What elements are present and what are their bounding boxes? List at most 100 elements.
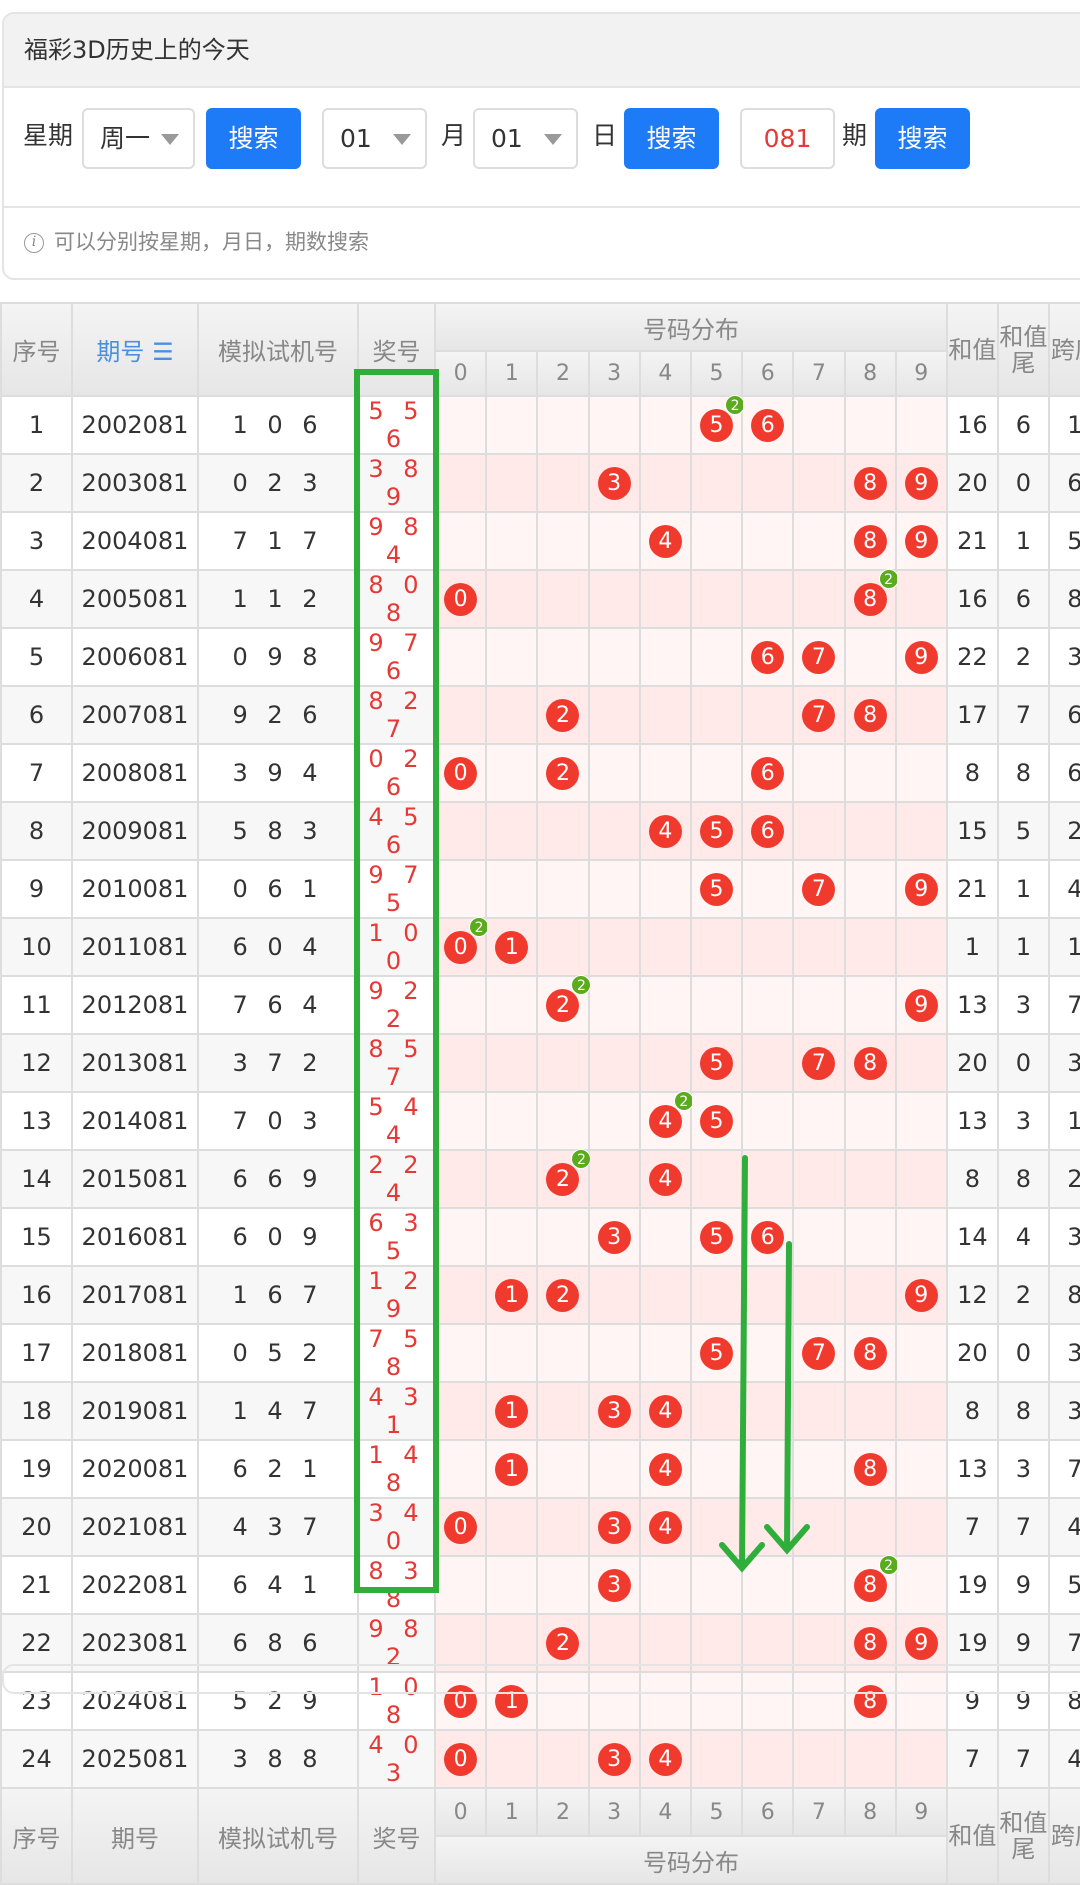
dist-cell-3 (587, 1149, 641, 1209)
dist-cell-6 (741, 511, 795, 571)
dist-cell-1: 1 (485, 1265, 539, 1325)
number-ball: 7 (802, 640, 836, 674)
span-cell: 4 (1047, 859, 1080, 919)
dist-cell-0 (433, 975, 488, 1035)
issue-cell: 2011081 (71, 917, 199, 977)
prize-cell: 8 2 7 (357, 685, 436, 745)
month-select[interactable]: 01 (322, 108, 427, 169)
header-issue-sort[interactable]: 期号 ☰ (71, 302, 199, 397)
dist-cell-6: 6 (741, 627, 795, 687)
sum-tail-cell: 9 (996, 1555, 1050, 1615)
panel-title: 福彩3D历史上的今天 (4, 14, 1080, 88)
seq-cell: 7 (0, 743, 73, 803)
number-ball: 8 (853, 1452, 887, 1486)
weekday-select[interactable]: 周一 (82, 108, 195, 169)
number-ball: 5 (700, 1046, 734, 1080)
sum-tail-cell: 8 (996, 1149, 1050, 1209)
number-ball: 2 (546, 698, 580, 732)
search-date-button[interactable]: 搜索 (624, 108, 719, 169)
dist-cell-0 (433, 801, 488, 861)
dist-cell-8 (843, 801, 897, 861)
dist-cell-2 (536, 917, 590, 977)
dist-cell-0 (433, 685, 488, 745)
issue-input[interactable]: 081 (740, 108, 835, 169)
dist-cell-8 (843, 1091, 897, 1151)
search-weekday-button[interactable]: 搜索 (206, 108, 301, 169)
number-ball: 6 (751, 814, 785, 848)
number-ball: 5 (700, 814, 734, 848)
dist-cell-9 (894, 917, 948, 977)
header-sum: 和值 (945, 302, 999, 397)
sum-tail-cell: 5 (996, 801, 1050, 861)
issue-cell: 2008081 (71, 743, 199, 803)
number-ball: 4 (648, 1162, 682, 1196)
dist-cell-6: 6 (741, 395, 795, 455)
prize-cell: 4 5 6 (357, 801, 436, 861)
header-seq: 序号 (0, 302, 73, 397)
dist-cell-3 (587, 1323, 641, 1383)
repeat-badge: 2 (878, 1554, 899, 1575)
number-ball: 3 (597, 1510, 631, 1544)
dist-cell-8: 8 (843, 511, 897, 571)
span-cell: 7 (1047, 975, 1080, 1035)
sum-tail-cell: 2 (996, 627, 1050, 687)
repeat-badge: 2 (571, 974, 592, 995)
sum-tail-cell: 7 (996, 685, 1050, 745)
weekday-label: 星期 (23, 121, 74, 150)
dist-cell-3: 3 (587, 1207, 641, 1267)
sum-tail-cell: 7 (996, 1497, 1050, 1557)
dist-cell-2 (536, 511, 590, 571)
dist-cell-0: 0 (433, 1729, 488, 1789)
number-ball: 9 (904, 466, 938, 500)
dist-cell-8: 8 (843, 1613, 897, 1673)
dist-cell-7 (792, 975, 846, 1035)
issue-cell: 2012081 (71, 975, 199, 1035)
sum-cell: 17 (945, 685, 999, 745)
dist-cell-7: 7 (792, 1033, 846, 1093)
day-select[interactable]: 01 (473, 108, 578, 169)
header-prize: 奖号 (357, 302, 436, 397)
sum-cell: 20 (945, 1033, 999, 1093)
dist-cell-6 (741, 975, 795, 1035)
sim-cell: 0 2 3 (197, 453, 359, 513)
prize-cell: 9 7 5 (357, 859, 436, 919)
number-ball: 2 (546, 756, 580, 790)
span-cell: 3 (1047, 1381, 1080, 1441)
sum-cell: 1 (945, 917, 999, 977)
span-cell: 4 (1047, 1729, 1080, 1789)
search-issue-button[interactable]: 搜索 (875, 108, 970, 169)
span-cell: 8 (1047, 1265, 1080, 1325)
dist-cell-8 (843, 627, 897, 687)
issue-cell: 2018081 (71, 1323, 199, 1383)
month-value: 01 (340, 124, 372, 153)
dist-cell-5: 5 (689, 859, 744, 919)
dist-cell-2 (536, 1033, 590, 1093)
dist-cell-6 (741, 1381, 795, 1441)
seq-cell: 20 (0, 1497, 73, 1557)
sim-cell: 3 7 2 (197, 1033, 359, 1093)
number-ball: 8 (853, 1046, 887, 1080)
sim-cell: 7 0 3 (197, 1091, 359, 1151)
number-ball: 5 (700, 1104, 734, 1138)
search-row: 星期 周一 搜索 01 月 01 日 搜索 081 期 搜索 (4, 88, 1080, 208)
sum-tail-cell: 9 (996, 1613, 1050, 1673)
number-ball: 5 (700, 1220, 734, 1254)
dist-cell-4 (638, 453, 692, 513)
prize-cell: 9 2 2 (357, 975, 436, 1035)
dist-cell-5: 5 (689, 801, 744, 861)
sim-cell: 7 1 7 (197, 511, 359, 571)
number-ball: 6 (751, 1220, 785, 1254)
dist-cell-8 (843, 859, 897, 919)
dist-cell-0 (433, 1149, 488, 1209)
dist-cell-9 (894, 1207, 948, 1267)
span-cell: 1 (1047, 917, 1080, 977)
span-cell: 5 (1047, 1555, 1080, 1615)
